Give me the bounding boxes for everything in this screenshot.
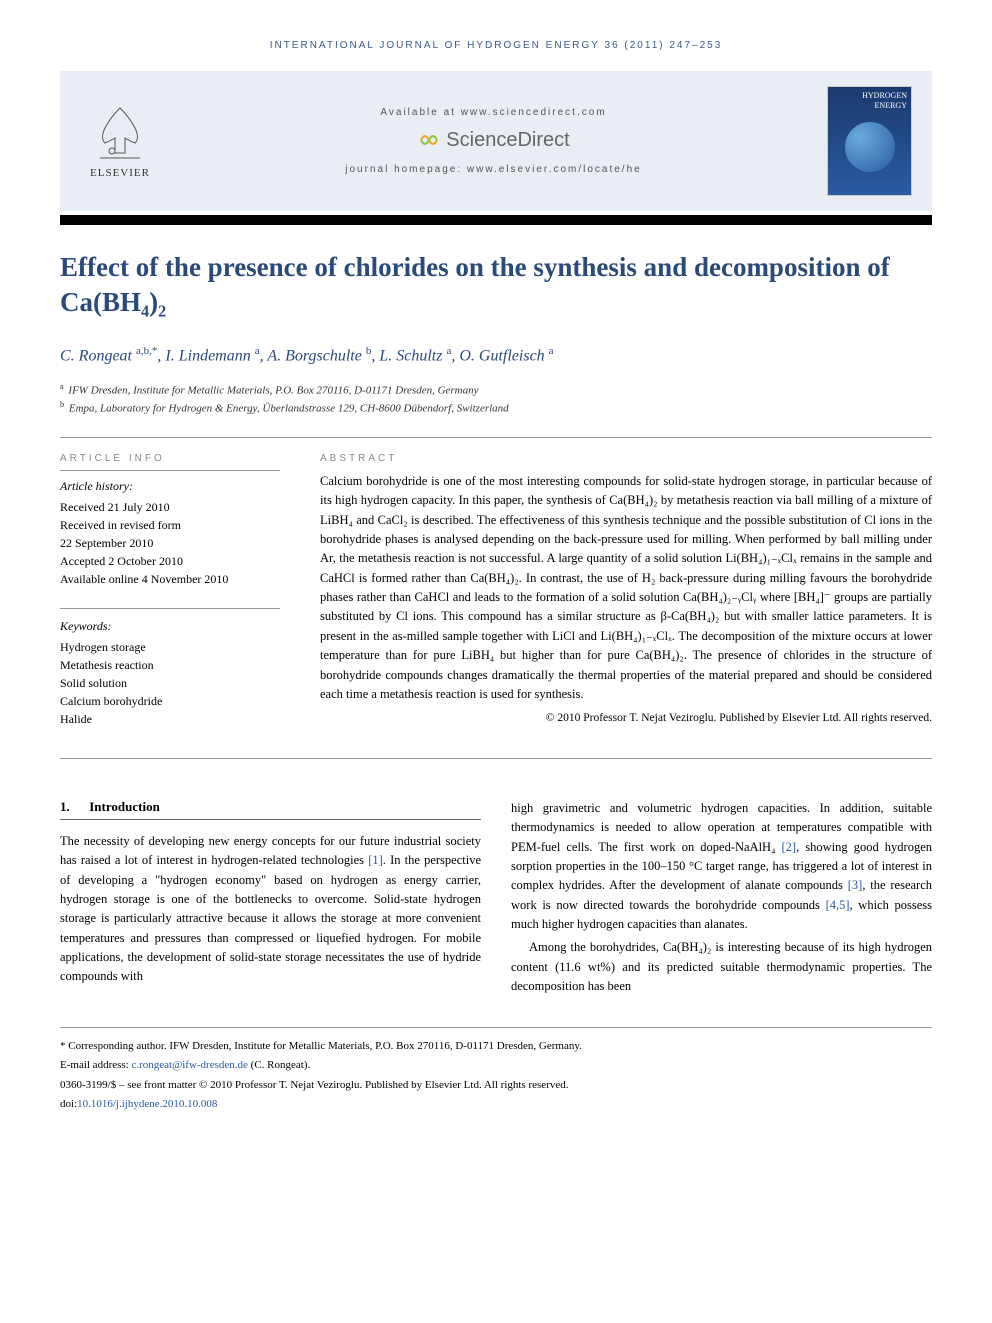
info-abstract-row: ARTICLE INFO Article history: Received 2… bbox=[60, 453, 932, 728]
journal-cover-thumbnail: HYDROGEN ENERGY bbox=[827, 86, 912, 196]
email-label: E-mail address: bbox=[60, 1059, 131, 1071]
keyword-item: Metathesis reaction bbox=[60, 656, 280, 674]
running-header: INTERNATIONAL JOURNAL OF HYDROGEN ENERGY… bbox=[60, 40, 932, 51]
corresponding-author: * Corresponding author. IFW Dresden, Ins… bbox=[60, 1038, 932, 1055]
abstract-header: ABSTRACT bbox=[320, 453, 932, 464]
history-item: Available online 4 November 2010 bbox=[60, 570, 280, 588]
doi-link[interactable]: 10.1016/j.ijhydene.2010.10.008 bbox=[77, 1098, 217, 1110]
email-suffix: (C. Rongeat). bbox=[248, 1059, 310, 1071]
affiliation-item: b Empa, Laboratory for Hydrogen & Energy… bbox=[60, 399, 932, 417]
issn-line: 0360-3199/$ – see front matter © 2010 Pr… bbox=[60, 1077, 932, 1094]
intro-paragraph-1: The necessity of developing new energy c… bbox=[60, 832, 481, 987]
keyword-item: Hydrogen storage bbox=[60, 638, 280, 656]
affiliation-item: a IFW Dresden, Institute for Metallic Ma… bbox=[60, 381, 932, 399]
section-heading: 1. Introduction bbox=[60, 799, 481, 820]
body-columns: 1. Introduction The necessity of develop… bbox=[60, 799, 932, 997]
section-number: 1. bbox=[60, 799, 70, 814]
body-column-right: high gravimetric and volumetric hydrogen… bbox=[511, 799, 932, 997]
doi-line: doi:10.1016/j.ijhydene.2010.10.008 bbox=[60, 1096, 932, 1113]
sciencedirect-icon bbox=[417, 128, 441, 152]
ref-link[interactable]: [3] bbox=[848, 878, 863, 892]
available-at-text: Available at www.sciencedirect.com bbox=[180, 107, 807, 118]
sciencedirect-logo[interactable]: ScienceDirect bbox=[417, 128, 569, 152]
journal-homepage-text: journal homepage: www.elsevier.com/locat… bbox=[180, 164, 807, 175]
history-item: Received in revised form bbox=[60, 516, 280, 534]
separator-bar bbox=[60, 215, 932, 225]
article-info-header: ARTICLE INFO bbox=[60, 453, 280, 471]
history-item: Accepted 2 October 2010 bbox=[60, 552, 280, 570]
section-title: Introduction bbox=[89, 799, 160, 814]
cover-globe-icon bbox=[845, 122, 895, 172]
history-item: Received 21 July 2010 bbox=[60, 498, 280, 516]
intro-paragraph-1-cont: high gravimetric and volumetric hydrogen… bbox=[511, 799, 932, 935]
footer-section: * Corresponding author. IFW Dresden, Ins… bbox=[60, 1027, 932, 1113]
elsevier-text: ELSEVIER bbox=[90, 167, 150, 179]
cover-title: HYDROGEN ENERGY bbox=[828, 87, 911, 114]
history-item: 22 September 2010 bbox=[60, 534, 280, 552]
history-label: Article history: bbox=[60, 479, 280, 494]
keywords-label: Keywords: bbox=[60, 608, 280, 634]
doi-label: doi: bbox=[60, 1098, 77, 1110]
authors-list: C. Rongeat a,b,*, I. Lindemann a, A. Bor… bbox=[60, 345, 932, 365]
sciencedirect-text: ScienceDirect bbox=[446, 129, 569, 152]
divider bbox=[60, 758, 932, 759]
keyword-item: Calcium borohydride bbox=[60, 692, 280, 710]
body-column-left: 1. Introduction The necessity of develop… bbox=[60, 799, 481, 997]
abstract-text: Calcium borohydride is one of the most i… bbox=[320, 472, 932, 705]
email-link[interactable]: c.rongeat@ifw-dresden.de bbox=[131, 1059, 247, 1071]
elsevier-tree-icon bbox=[90, 103, 150, 163]
abstract-column: ABSTRACT Calcium borohydride is one of t… bbox=[320, 453, 932, 728]
elsevier-logo: ELSEVIER bbox=[80, 96, 160, 186]
divider bbox=[60, 437, 932, 438]
affiliations: a IFW Dresden, Institute for Metallic Ma… bbox=[60, 381, 932, 417]
ref-link[interactable]: [2] bbox=[782, 840, 797, 854]
keyword-item: Halide bbox=[60, 710, 280, 728]
ref-link[interactable]: [4,5] bbox=[826, 898, 850, 912]
email-line: E-mail address: c.rongeat@ifw-dresden.de… bbox=[60, 1057, 932, 1074]
article-title: Effect of the presence of chlorides on t… bbox=[60, 250, 932, 320]
banner-center: Available at www.sciencedirect.com Scien… bbox=[160, 107, 827, 175]
ref-link[interactable]: [1] bbox=[368, 853, 383, 867]
article-info-sidebar: ARTICLE INFO Article history: Received 2… bbox=[60, 453, 280, 728]
top-banner: ELSEVIER Available at www.sciencedirect.… bbox=[60, 71, 932, 211]
abstract-copyright: © 2010 Professor T. Nejat Veziroglu. Pub… bbox=[320, 712, 932, 724]
intro-paragraph-2: Among the borohydrides, Ca(BH₄)₂ is inte… bbox=[511, 938, 932, 996]
keyword-item: Solid solution bbox=[60, 674, 280, 692]
